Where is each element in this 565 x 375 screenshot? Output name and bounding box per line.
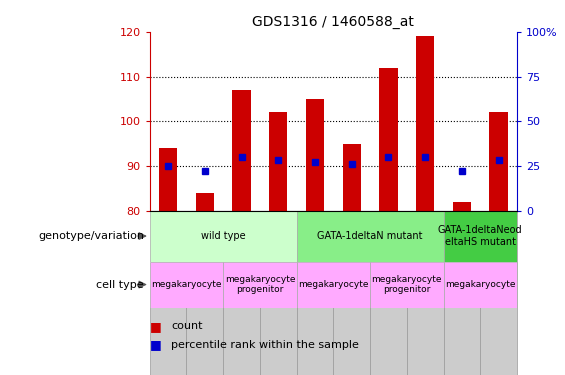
Bar	[195, 193, 214, 210]
Text: percentile rank within the sample: percentile rank within the sample	[171, 340, 359, 350]
Title: GDS1316 / 1460588_at: GDS1316 / 1460588_at	[253, 15, 414, 30]
Text: GATA-1deltaNeod
eltaHS mutant: GATA-1deltaNeod eltaHS mutant	[438, 225, 523, 247]
Bar	[297, 210, 444, 262]
Bar	[232, 90, 251, 210]
Text: ■: ■	[150, 320, 162, 333]
Bar	[480, 210, 517, 375]
Text: megakaryocyte
progenitor: megakaryocyte progenitor	[225, 275, 295, 294]
Bar	[260, 210, 297, 375]
Text: count: count	[171, 321, 203, 331]
Bar	[379, 68, 398, 210]
Bar	[416, 36, 434, 210]
Bar	[444, 210, 480, 375]
Bar	[297, 262, 370, 308]
Bar	[444, 210, 517, 262]
Bar	[489, 112, 508, 210]
Text: megakaryocyte: megakaryocyte	[445, 280, 515, 289]
Bar	[444, 262, 517, 308]
Bar	[269, 112, 288, 210]
Bar	[407, 210, 444, 375]
Text: genotype/variation: genotype/variation	[38, 231, 144, 241]
Bar	[297, 210, 333, 375]
Bar	[159, 148, 177, 210]
Bar	[453, 202, 471, 210]
Bar	[370, 262, 444, 308]
Text: wild type: wild type	[201, 231, 245, 241]
Text: GATA-1deltaN mutant: GATA-1deltaN mutant	[318, 231, 423, 241]
Bar	[306, 99, 324, 210]
Text: ■: ■	[150, 339, 162, 351]
Bar	[150, 262, 223, 308]
Bar	[223, 210, 260, 375]
Bar	[333, 210, 370, 375]
Text: cell type: cell type	[97, 279, 144, 290]
Bar	[186, 210, 223, 375]
Bar	[342, 144, 361, 210]
Text: megakaryocyte: megakaryocyte	[298, 280, 368, 289]
Bar	[223, 262, 297, 308]
Text: megakaryocyte: megakaryocyte	[151, 280, 221, 289]
Bar	[150, 210, 186, 375]
Bar	[150, 210, 297, 262]
Bar	[370, 210, 407, 375]
Text: megakaryocyte
progenitor: megakaryocyte progenitor	[372, 275, 442, 294]
